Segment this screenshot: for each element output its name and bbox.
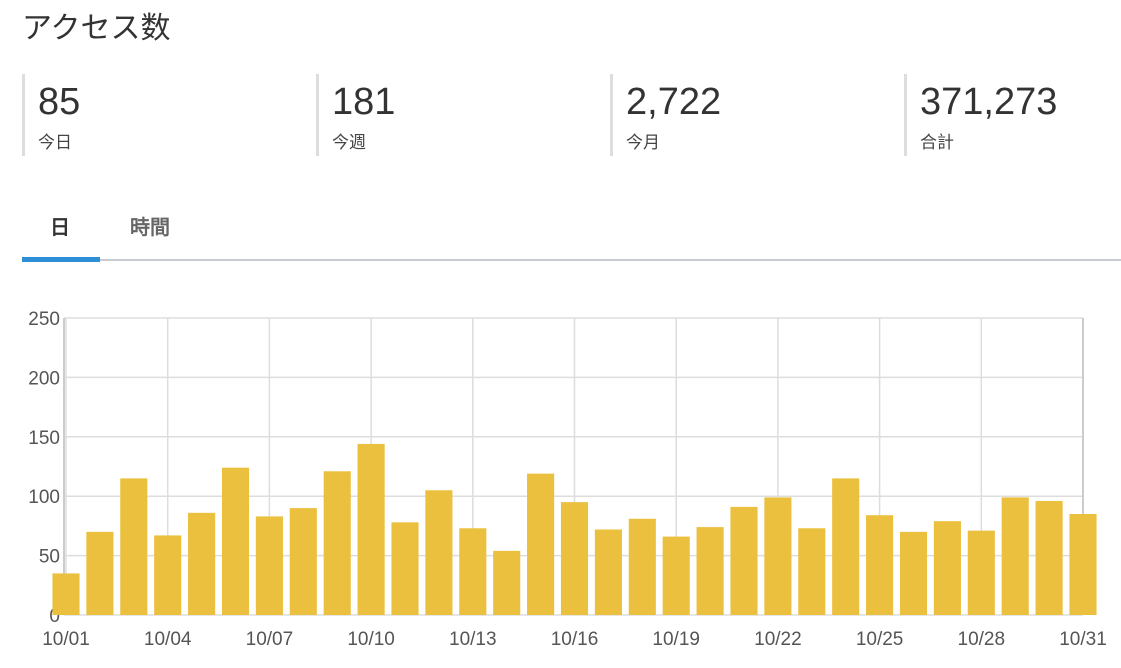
stat-value: 181 [332, 81, 395, 123]
bar [866, 515, 894, 615]
x-tick-label: 10/07 [246, 629, 294, 650]
stat-label: 今日 [38, 133, 72, 152]
y-tick-label: 50 [39, 547, 60, 568]
tab[interactable]: 日 [50, 217, 70, 239]
bar [459, 528, 487, 615]
bar [628, 518, 656, 615]
bar [154, 535, 182, 615]
x-tick-label: 10/28 [958, 629, 1006, 650]
tab-indicator [22, 257, 100, 262]
bar [798, 528, 826, 615]
stat-label: 今月 [626, 133, 660, 152]
bar [357, 443, 385, 615]
bar [933, 521, 961, 615]
bar [52, 573, 80, 615]
bar [527, 473, 555, 615]
stat-border [22, 74, 25, 156]
stat-border [904, 74, 907, 156]
bar [560, 502, 589, 615]
bar [899, 531, 928, 615]
x-tick-label: 10/31 [1059, 629, 1107, 650]
y-tick-label: 150 [28, 428, 60, 449]
bar [120, 478, 148, 615]
x-tick-label: 10/22 [754, 629, 802, 650]
bar [730, 506, 758, 615]
bar [493, 550, 521, 615]
bar [1035, 500, 1063, 615]
x-tick-label: 10/01 [42, 629, 90, 650]
bar [289, 508, 317, 615]
stat-value: 371,273 [920, 81, 1057, 123]
x-tick-label: 10/13 [449, 629, 497, 650]
y-tick-label: 0 [49, 606, 60, 627]
bar [391, 522, 419, 615]
stat-value: 85 [38, 81, 80, 123]
bar [1069, 514, 1097, 615]
y-tick-label: 100 [28, 487, 60, 508]
stat-border [316, 74, 319, 156]
y-tick-label: 200 [28, 368, 60, 389]
bar [323, 471, 351, 615]
x-tick-label: 10/16 [551, 629, 599, 650]
x-tick-label: 10/10 [347, 629, 395, 650]
bar [696, 527, 724, 615]
stat-label: 今週 [332, 133, 366, 152]
bar [1001, 497, 1029, 615]
x-tick-label: 10/19 [652, 629, 700, 650]
x-tick-label: 10/04 [144, 629, 192, 650]
bar [188, 512, 216, 615]
bar [662, 536, 690, 615]
bar [425, 490, 453, 615]
stat-label: 合計 [920, 133, 954, 152]
stat-value: 2,722 [626, 81, 721, 123]
bar [255, 516, 283, 615]
stat-border [610, 74, 613, 156]
bar [832, 478, 860, 615]
bar [221, 467, 250, 615]
bar [967, 530, 995, 615]
bar [86, 531, 114, 615]
tab[interactable]: 時間 [130, 215, 170, 239]
bar [594, 529, 622, 615]
stats: 85 今日 181 今週 2,722 今月 371,273 合計 [22, 74, 1057, 156]
chart: 0 50 100 150 200 250 10/01 10/04 10/07 10/10 10/13… [28, 309, 1106, 650]
tab-rule [22, 259, 1121, 261]
y-tick-label: 250 [28, 309, 60, 330]
page-title: アクセス数 [22, 12, 171, 45]
x-tick-label: 10/25 [856, 629, 904, 650]
bar [764, 497, 792, 615]
